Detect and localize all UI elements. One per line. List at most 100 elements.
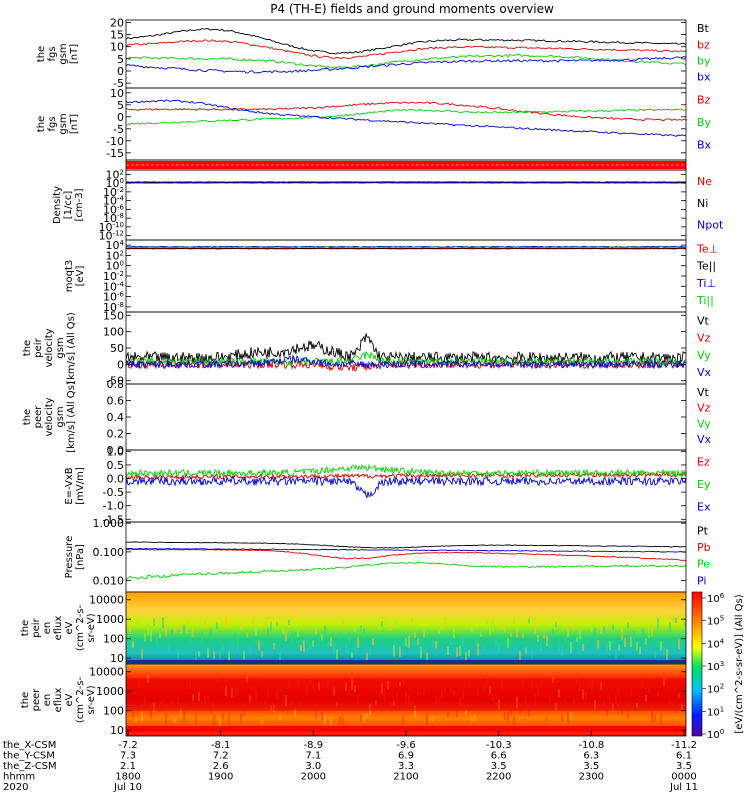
y-tick-label: 0.8 [107, 378, 125, 391]
panel-9: 10000 1000 100 10 the peir en eflux eV (cm^2-s-sr… [20, 591, 687, 665]
legend-Vx: Vx [697, 433, 712, 446]
y-axis-label: peir [33, 337, 44, 357]
spectrogram-cell [294, 708, 296, 718]
colorbar-tick-label: 103 [707, 660, 724, 673]
legend-Ex: Ex [697, 500, 711, 513]
spectrogram-cell [660, 640, 662, 651]
y-tick-label: 10-2 [103, 186, 124, 199]
spectrogram-cell [417, 638, 419, 645]
y-tick-label: 0.100 [93, 546, 125, 559]
legend-Ne: Ne [697, 175, 712, 188]
spectrogram-cell [378, 622, 380, 631]
spectrogram-cell [546, 635, 548, 647]
spectrogram-cell [270, 621, 272, 632]
y-tick-label: -0.5 [103, 486, 124, 499]
spectrogram-cell [261, 717, 263, 725]
y-axis-label: Density [52, 186, 63, 224]
spectrogram-cell [381, 621, 383, 627]
spectrogram-cell [246, 632, 248, 638]
y-tick-label: 100 [106, 177, 124, 190]
y-axis-label: velocity [44, 328, 55, 367]
spectrogram-cell [213, 651, 215, 659]
spectrogram-cell [660, 714, 662, 726]
spectrogram-cell [189, 639, 191, 644]
time-axis-value: 0000 [671, 772, 696, 783]
spectrogram-cell [288, 619, 290, 625]
spectrogram-cell [429, 637, 431, 642]
spectrogram-cell [258, 640, 260, 651]
y-axis-label: fgs [47, 116, 58, 131]
spectrogram-cell [180, 623, 182, 634]
y-axis-label: [nT] [69, 44, 80, 64]
spectrogram-cell [240, 713, 242, 723]
spectrogram-cell [219, 717, 221, 726]
spectrogram-cell [129, 623, 131, 633]
panel-5: 150 100 50 0 -50 the peir velocity gsm [km/s] (Al… [22, 309, 712, 387]
spectrogram-cell [213, 715, 215, 727]
y-axis-label: moqt3 [64, 260, 75, 293]
time-axis: the_X-CSM -7.2 -8.1 -8.9 -9.6 -10.3 -10.8 -11.2… [3, 730, 698, 793]
series-line-Ti|| [125, 246, 687, 248]
spectrogram-cell [315, 707, 317, 719]
spectrogram-cell [387, 619, 389, 630]
y-tick-label: 10000 [89, 666, 124, 679]
spectrogram-cell [222, 713, 224, 721]
spectrogram-cell [585, 639, 587, 645]
y-tick-label: 1.000 [93, 517, 125, 530]
y-axis-label: the [22, 340, 33, 356]
y-tick-label: 0 [117, 65, 124, 78]
spectrogram-cell [261, 651, 263, 658]
spectrogram-cell [138, 620, 140, 627]
y-tick-label: 10-8 [103, 212, 124, 225]
series-line-bz [125, 39, 687, 59]
y-axis-label: eflux [53, 616, 64, 641]
spectrogram-cell [627, 706, 629, 719]
y-tick-label: 0.0 [107, 444, 125, 457]
time-axis-value: 6.9 [398, 751, 414, 762]
time-axis-value: -10.3 [486, 740, 512, 751]
series-line-by [125, 53, 687, 69]
spectrogram-cell [279, 714, 281, 721]
y-tick-label: 10000 [89, 594, 124, 607]
y-axis-label: eV [64, 621, 75, 634]
spectrogram-cell [570, 642, 572, 653]
spectrogram-cell [129, 675, 131, 681]
y-tick-label: 10-12 [99, 230, 124, 243]
spectrogram-cell [588, 635, 590, 644]
spectrogram-cell [504, 712, 506, 720]
spectrogram-cell [666, 675, 668, 681]
spectrogram-cell [156, 634, 158, 646]
spectrogram-cell [132, 711, 134, 719]
spectrogram-cell [567, 712, 569, 724]
spectrogram-cell [678, 639, 680, 650]
y-tick-label: 102 [106, 249, 124, 262]
y-tick-label: 102 [106, 168, 124, 181]
series-line-Pi [125, 547, 687, 553]
y-axis-label: [nPa] [75, 544, 86, 570]
spectrogram-cell [366, 652, 368, 663]
time-axis-value: 3.0 [305, 761, 321, 772]
spectrogram-cell [504, 626, 506, 633]
spectrogram-cell [606, 642, 608, 651]
colorbar-ticks: 106 105 104 103 102 101 100 [702, 592, 725, 741]
legend-Pb: Pb [697, 541, 711, 554]
y-tick-label: 0.2 [107, 428, 125, 441]
time-axis-value: 2100 [393, 772, 418, 783]
spectrogram-cell [525, 647, 527, 654]
y-axis-label: (cm^2-s- [75, 604, 86, 651]
spectrogram-cell [285, 630, 287, 641]
y-axis-label: gsm [55, 337, 66, 358]
spectrogram-cell [546, 716, 548, 722]
spectrogram-cell [519, 650, 521, 663]
time-axis-row-label: hhmm [3, 772, 35, 783]
colorbar: 106 105 104 103 102 101 100 [eV/(cm^2-s-sr-eV)… [691, 591, 745, 741]
spectrogram-cell [498, 642, 500, 653]
y-axis-label: the [36, 116, 47, 132]
spectrogram-cell [348, 632, 350, 643]
y-tick-label: 10 [110, 652, 124, 665]
spectrogram-cell [486, 619, 488, 628]
time-axis-value: Jul 10 [113, 782, 142, 793]
legend-bz: bz [697, 38, 710, 51]
spectrogram-cell [642, 628, 644, 638]
